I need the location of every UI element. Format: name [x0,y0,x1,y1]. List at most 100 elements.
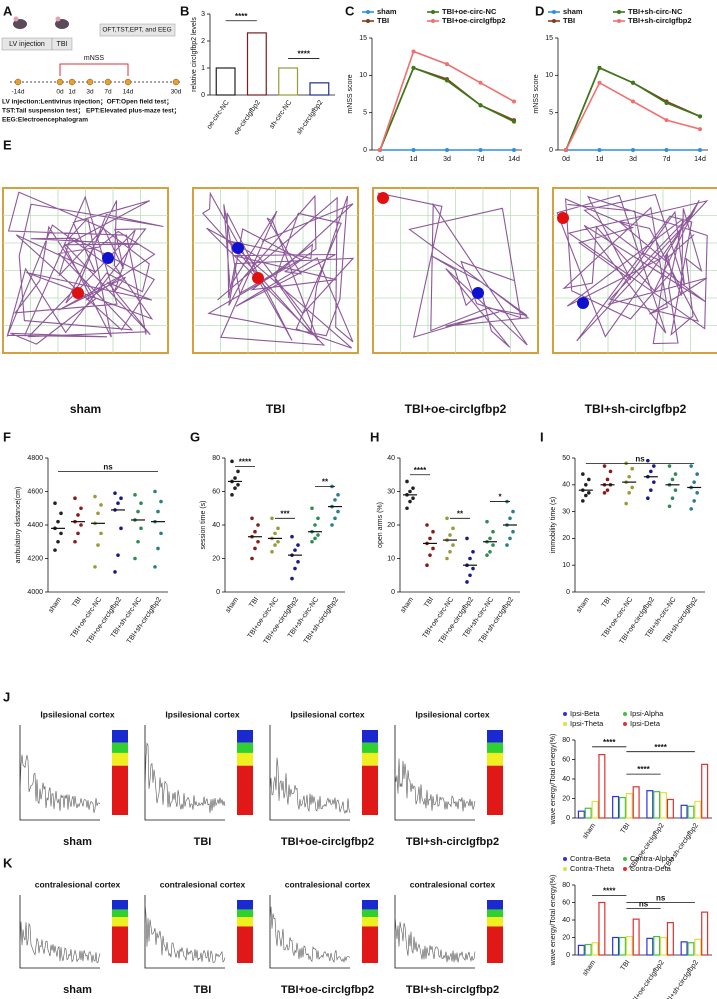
point [96,511,100,516]
x-tick-label: TBI [601,596,613,609]
day-marker [124,78,132,86]
band-block [362,900,378,910]
x-tick-label: 14d [508,156,520,163]
point [296,543,300,547]
point [250,516,254,521]
point [113,570,117,574]
point [664,148,669,152]
point [96,543,100,547]
band-block [362,742,378,753]
note: LV injection:Lentivirus injection；OFT:Op… [2,99,173,106]
mouse-ear [55,16,61,22]
spectrum-title: contralesional cortex [35,879,121,889]
point [652,464,656,468]
point [136,539,140,544]
x-tick-label: TBI [620,822,632,835]
band-block [487,765,503,815]
point [664,100,669,105]
bar [646,790,654,819]
point [411,486,415,490]
bar [612,795,620,819]
y-axis-label: open arms (%) [377,502,384,548]
point [270,516,274,521]
point [119,526,123,531]
spectrum-axes [394,895,475,969]
point [136,509,140,514]
series-line [565,81,701,151]
point [602,491,607,495]
point [667,504,672,509]
y-tick-label: 3 [201,11,205,18]
point [336,493,340,497]
y-tick-label: 20 [562,934,570,941]
bar [309,82,330,96]
panel-letter: H [370,429,379,444]
point [698,127,702,132]
legend-label: TBI+oe-circIgfbp2 [442,16,506,25]
arena-label: TBI+oe-circIgfbp2 [405,402,507,416]
band-block [487,909,503,918]
spectrum-trace [269,757,351,815]
sig-label: ns [656,894,666,903]
spectrum-title: contralesional cortex [160,879,246,889]
bar [618,936,626,956]
bar [577,810,585,819]
point [646,458,650,463]
point [431,529,435,534]
y-tick-label: 0 [566,815,570,822]
x-tick-label: sh-circIgfbp2 [296,99,325,136]
point [631,148,635,152]
point [411,496,415,501]
legend-label: sham [563,7,583,16]
band-block [487,900,503,910]
y-tick-label: 0 [201,92,205,99]
point [698,114,702,119]
legend-label: Ipsi-Deta [630,719,661,728]
bar [687,942,695,956]
day-marker [86,78,94,86]
point [448,533,452,537]
band-block [112,926,128,963]
bar [701,911,709,956]
point [511,509,515,514]
band-block [487,742,503,753]
point [670,496,675,501]
legend-dot [623,722,627,726]
y-axis-label: mNSS score [533,74,540,113]
band-block [237,730,253,743]
band-block [362,765,378,815]
bar [666,922,674,956]
sig-label: **** [235,12,248,21]
x-tick-label: sham [575,596,591,614]
panel-letter: K [3,855,13,870]
point [313,536,317,541]
spectrum-title: contralesional cortex [285,879,371,889]
legend-dot [563,857,567,861]
bar [215,67,236,96]
y-tick-label: 4000 [27,589,43,596]
point [119,496,123,501]
spectrum-title: Ipsilesional cortex [290,709,364,719]
point [581,472,585,476]
point [156,546,160,551]
bar [625,793,633,819]
band-block [237,909,253,918]
y-tick-label: 0 [216,589,220,596]
legend-dot [431,19,435,23]
spectrum-trace [144,742,226,813]
point [428,536,432,541]
x-tick-label: 1d [596,156,604,163]
point [581,499,585,503]
point [93,565,97,569]
point [59,511,63,516]
point [133,556,137,561]
bar [278,67,299,96]
y-tick-label: 4800 [27,455,43,462]
panel-letter: C [345,3,355,18]
end-dot [102,252,114,264]
legend-dot [563,867,567,871]
bar [694,938,702,956]
y-tick-label: 15 [545,35,553,42]
x-tick-label: 1d [410,156,418,163]
point [56,519,60,524]
